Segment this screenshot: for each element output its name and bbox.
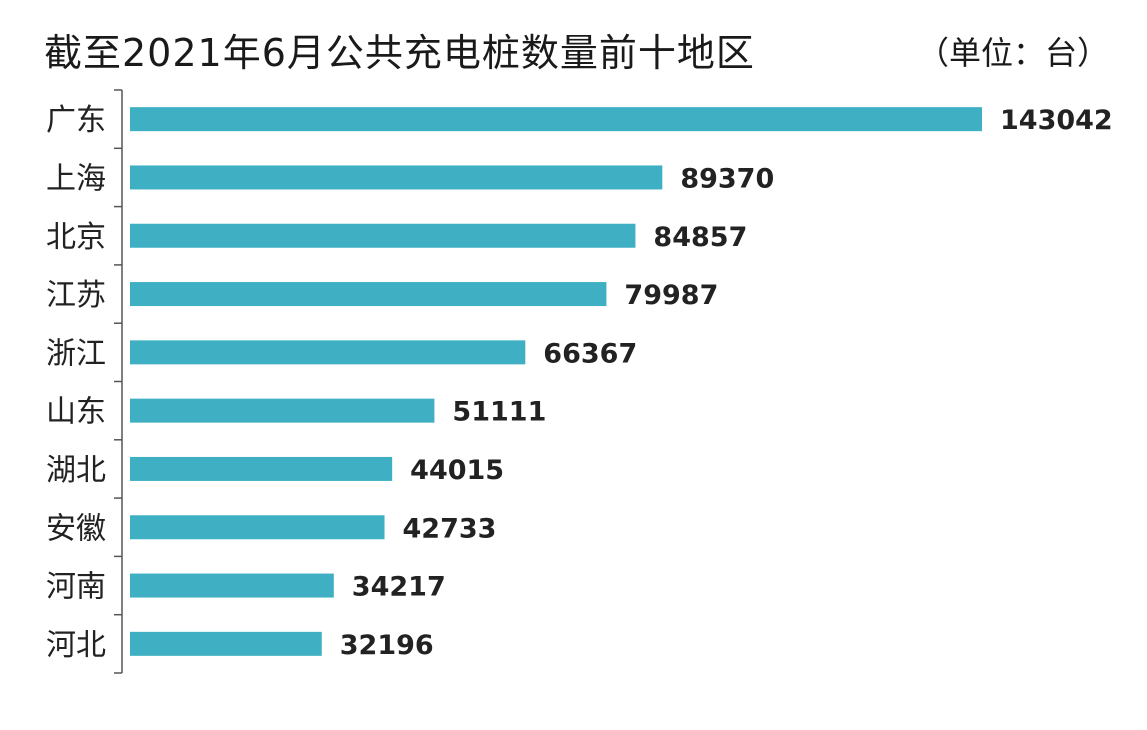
bar-6 [130, 456, 393, 481]
value-label: 66367 [543, 338, 637, 369]
category-label: 河北 [46, 628, 106, 663]
category-label: 河南 [46, 570, 106, 605]
bar-7 [130, 515, 385, 540]
category-label: 上海 [46, 161, 106, 196]
value-label: 34217 [352, 572, 446, 603]
category-label: 江苏 [46, 278, 106, 313]
value-label: 89370 [680, 163, 774, 194]
bar-1 [130, 165, 663, 190]
unit-label: （单位：台） [916, 34, 1109, 72]
bar-3 [130, 282, 607, 307]
value-label: 79987 [624, 280, 718, 311]
category-axis [114, 89, 123, 674]
bars [130, 107, 982, 656]
bar-4 [130, 340, 526, 365]
value-label: 42733 [403, 513, 497, 544]
category-label: 浙江 [46, 336, 106, 371]
bar-5 [130, 398, 435, 423]
value-label: 84857 [653, 222, 747, 253]
category-label: 安徽 [46, 511, 106, 546]
bar-8 [130, 573, 334, 598]
category-label: 山东 [46, 395, 106, 430]
category-label: 广东 [46, 103, 106, 138]
bar-0 [130, 107, 982, 132]
bar-9 [130, 631, 322, 656]
labels: 广东 143042 上海 89370 北京 84857 江苏 79987 浙江 66367 山东 51… [46, 103, 1113, 663]
bar-2 [130, 223, 636, 248]
chart-title: 截至2021年6月公共充电桩数量前十地区 [44, 31, 755, 75]
value-label: 51111 [452, 397, 546, 428]
value-label: 143042 [1000, 105, 1113, 136]
category-label: 湖北 [46, 453, 106, 488]
category-label: 北京 [46, 220, 106, 255]
value-label: 44015 [410, 455, 504, 486]
value-label: 32196 [340, 630, 434, 661]
